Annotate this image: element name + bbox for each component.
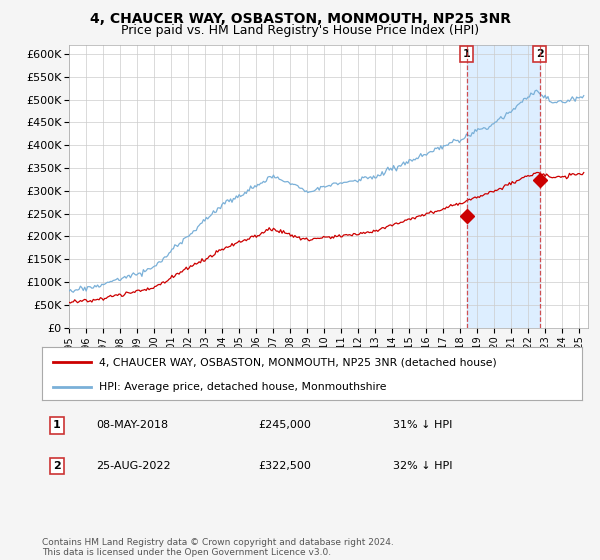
Bar <box>467 45 539 328</box>
Text: 4, CHAUCER WAY, OSBASTON, MONMOUTH, NP25 3NR: 4, CHAUCER WAY, OSBASTON, MONMOUTH, NP25… <box>89 12 511 26</box>
Text: £322,500: £322,500 <box>258 461 311 471</box>
Text: 1: 1 <box>53 421 61 431</box>
Text: Contains HM Land Registry data © Crown copyright and database right 2024.
This d: Contains HM Land Registry data © Crown c… <box>42 538 394 557</box>
Text: Price paid vs. HM Land Registry's House Price Index (HPI): Price paid vs. HM Land Registry's House … <box>121 24 479 36</box>
Text: 08-MAY-2018: 08-MAY-2018 <box>96 421 168 431</box>
Text: 1: 1 <box>463 49 470 59</box>
Text: HPI: Average price, detached house, Monmouthshire: HPI: Average price, detached house, Monm… <box>98 382 386 392</box>
Text: 2: 2 <box>536 49 544 59</box>
Text: 32% ↓ HPI: 32% ↓ HPI <box>393 461 452 471</box>
Text: 2: 2 <box>53 461 61 471</box>
Text: 4, CHAUCER WAY, OSBASTON, MONMOUTH, NP25 3NR (detached house): 4, CHAUCER WAY, OSBASTON, MONMOUTH, NP25… <box>98 357 496 367</box>
Text: 31% ↓ HPI: 31% ↓ HPI <box>393 421 452 431</box>
Text: £245,000: £245,000 <box>258 421 311 431</box>
Text: 25-AUG-2022: 25-AUG-2022 <box>96 461 170 471</box>
